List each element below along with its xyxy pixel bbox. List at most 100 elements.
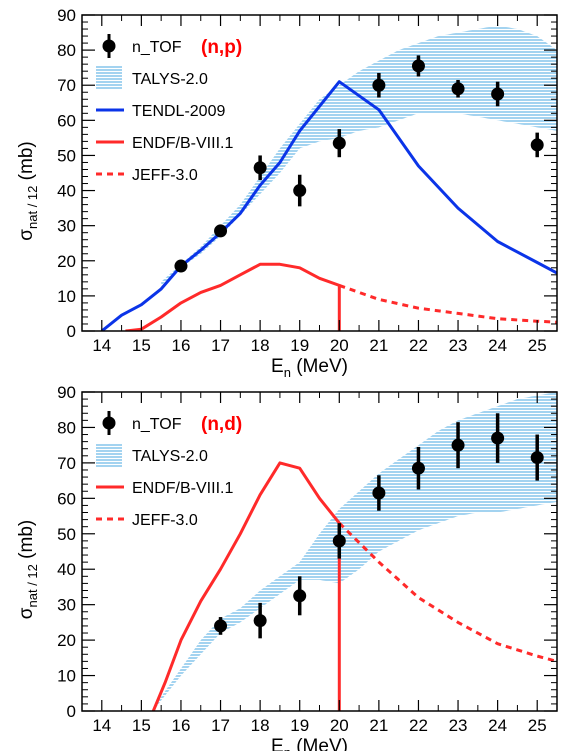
data-point (253, 614, 267, 628)
y-tick-label: 30 (57, 217, 76, 236)
legend-label: ENDF/B-VIII.1 (132, 135, 233, 152)
y-axis-title: σnat / 12 (mb) (16, 141, 40, 240)
data-point (332, 534, 346, 548)
plot-area (151, 392, 557, 711)
data-point (293, 184, 307, 198)
legend-label: TALYS-2.0 (132, 71, 208, 88)
line-jeff-3-0 (338, 522, 557, 663)
y-tick-label: 70 (57, 454, 76, 473)
legend-item: n_TOF (n,p) (102, 34, 242, 58)
legend-label: n_TOF (132, 39, 182, 56)
x-tick-label: 25 (528, 336, 547, 355)
x-tick-label: 24 (488, 716, 507, 735)
y-tick-label: 0 (67, 322, 76, 341)
data-point (411, 59, 425, 73)
y-tick-label: 80 (57, 418, 76, 437)
data-point (451, 82, 465, 96)
data-point (530, 138, 544, 152)
y-axis-title: σnat / 12 (mb) (16, 520, 40, 619)
y-tick-label: 20 (57, 252, 76, 271)
y-tick-label: 90 (57, 6, 76, 25)
y-tick-label: 10 (57, 287, 76, 306)
data-point (451, 438, 465, 452)
y-tick-label: 20 (57, 631, 76, 650)
legend-marker-point (102, 39, 116, 53)
x-tick-label: 16 (171, 336, 190, 355)
x-axis-title: En (MeV) (271, 356, 348, 380)
x-tick-label: 15 (132, 716, 151, 735)
y-tick-label: 70 (57, 76, 76, 95)
x-tick-label: 22 (409, 716, 428, 735)
x-tick-label: 19 (290, 336, 309, 355)
x-tick-label: 19 (290, 716, 309, 735)
legend-label: n_TOF (132, 416, 182, 433)
legend: n_TOF (n,d) TALYS-2.0 ENDF/B-VIII.1 JEFF-3.0 (96, 411, 242, 529)
data-point (214, 224, 228, 238)
y-tick-label: 50 (57, 146, 76, 165)
legend-item: TENDL-2009 (96, 103, 225, 120)
line-endf-b-viii-1 (151, 461, 341, 711)
data-point (332, 136, 346, 150)
y-tick-label: 10 (57, 667, 76, 686)
x-tick-label: 23 (449, 336, 468, 355)
x-tick-label: 24 (488, 336, 507, 355)
data-point (411, 461, 425, 475)
legend-marker-point (102, 416, 116, 430)
x-axis-title: En (MeV) (271, 736, 348, 751)
x-tick-label: 18 (251, 336, 270, 355)
x-tick-label: 14 (92, 716, 111, 735)
data-point (372, 78, 386, 92)
y-tick-label: 60 (57, 111, 76, 130)
plot-area (100, 25, 557, 331)
x-tick-label: 17 (211, 716, 230, 735)
data-point (491, 87, 505, 101)
legend-item: ENDF/B-VIII.1 (96, 135, 233, 152)
y-tick-label: 90 (57, 383, 76, 402)
x-tick-label: 25 (528, 716, 547, 735)
legend-label: ENDF/B-VIII.1 (132, 480, 233, 497)
data-point (372, 486, 386, 500)
band-talys (153, 392, 557, 711)
reaction-label: (n,d) (201, 414, 242, 435)
band-talys (161, 25, 557, 286)
y-tick-label: 40 (57, 182, 76, 201)
chart-panel-2: 14 15 16 17 18 19 20 21 22 23 24 25 0 10 20 30 40 50 60 70 8… (16, 383, 558, 751)
x-tick-label: 21 (369, 336, 388, 355)
legend-marker-band (96, 66, 122, 90)
legend-item: n_TOF (n,d) (102, 411, 242, 435)
legend-label: TENDL-2009 (132, 103, 225, 120)
x-tick-label: 15 (132, 336, 151, 355)
legend-marker-band (96, 443, 122, 467)
x-tick-label: 16 (171, 716, 190, 735)
y-tick-label: 0 (67, 702, 76, 721)
legend-label: JEFF-3.0 (132, 512, 198, 529)
reaction-label: (n,p) (201, 37, 242, 58)
data-point (530, 451, 544, 465)
x-tick-label: 20 (330, 716, 349, 735)
data-point (174, 259, 188, 273)
x-tick-label: 21 (369, 716, 388, 735)
legend-label: TALYS-2.0 (132, 448, 208, 465)
x-tick-label: 22 (409, 336, 428, 355)
y-tick-label: 40 (57, 560, 76, 579)
data-point (293, 589, 307, 603)
data-point (491, 431, 505, 445)
y-tick-label: 30 (57, 596, 76, 615)
y-tick-label: 80 (57, 41, 76, 60)
x-tick-label: 17 (211, 336, 230, 355)
x-tick-label: 18 (251, 716, 270, 735)
data-point (253, 161, 267, 175)
line-jeff-3-0 (338, 283, 557, 324)
y-tick-label: 50 (57, 525, 76, 544)
x-tick-label: 14 (92, 336, 111, 355)
legend: n_TOF (n,p) TALYS-2.0 TENDL-2009 ENDF/B-VIII… (96, 34, 242, 184)
legend-item: TALYS-2.0 (96, 443, 208, 467)
x-tick-label: 20 (330, 336, 349, 355)
data-point (214, 619, 228, 633)
y-tick-label: 60 (57, 489, 76, 508)
legend-item: TALYS-2.0 (96, 66, 208, 90)
legend-item: ENDF/B-VIII.1 (96, 480, 233, 497)
line-endf-b-viii-1 (125, 262, 341, 331)
